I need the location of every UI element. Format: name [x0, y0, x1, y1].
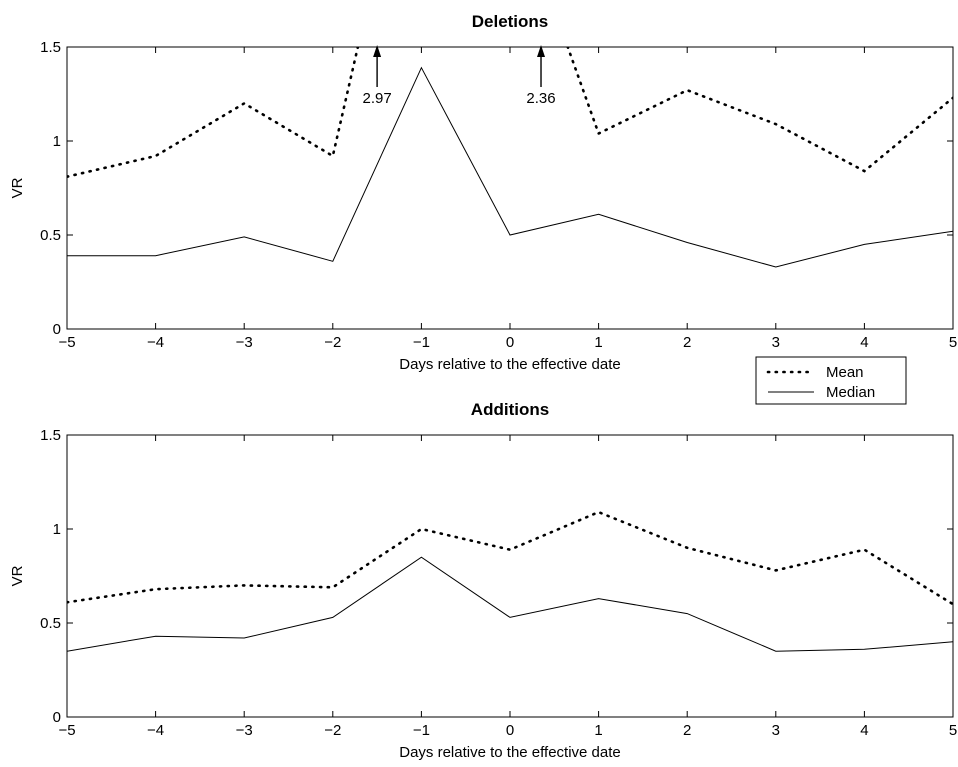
additions-x-axis-label: Days relative to the effective date	[399, 744, 621, 761]
y-tick-label: 1.5	[40, 427, 61, 444]
annotation-arrow-head	[537, 45, 546, 57]
annotation-label: 2.97	[362, 90, 391, 107]
y-tick-label: 1.5	[40, 39, 61, 56]
y-tick-label: 1	[53, 133, 61, 150]
x-tick-label: 5	[949, 722, 957, 739]
additions-panel: Additions −5 −4 −3 −2 −1 0 1 2 3 4 5 0 0.5 1 1.5 Days re…	[9, 400, 957, 761]
legend-label-mean: Mean	[826, 364, 864, 381]
x-tick-label: 1	[594, 722, 602, 739]
additions-axes-frame	[66, 434, 954, 718]
x-tick-label: −2	[324, 334, 341, 351]
additions-series-mean-line	[67, 510, 953, 606]
legend-box	[755, 356, 907, 405]
deletions-x-axis-label: Days relative to the effective date	[399, 356, 621, 373]
x-tick-label: 2	[683, 334, 691, 351]
x-tick-label: −5	[58, 722, 75, 739]
x-tick-label: 4	[860, 334, 868, 351]
y-tick-label: 0	[53, 709, 61, 726]
x-tick-label: −4	[147, 334, 164, 351]
x-tick-label: 3	[772, 334, 780, 351]
y-tick-label: 0	[53, 321, 61, 338]
x-tick-label: 5	[949, 334, 957, 351]
deletions-y-axis-label: VR	[9, 177, 26, 198]
x-tick-label: 2	[683, 722, 691, 739]
x-tick-label: 1	[594, 334, 602, 351]
deletions-series-median-line	[67, 66, 953, 268]
x-tick-label: 4	[860, 722, 868, 739]
x-tick-label: 3	[772, 722, 780, 739]
legend: Mean Median	[755, 356, 907, 405]
x-tick-label: −5	[58, 334, 75, 351]
x-tick-label: 0	[506, 722, 514, 739]
y-tick-label: 1	[53, 521, 61, 538]
y-tick-label: 0.5	[40, 615, 61, 632]
x-tick-label: −3	[236, 722, 253, 739]
additions-y-axis-label: VR	[9, 565, 26, 586]
x-tick-label: −1	[413, 722, 430, 739]
x-tick-label: −2	[324, 722, 341, 739]
deletions-title: Deletions	[472, 12, 549, 31]
annotation-label: 2.36	[526, 90, 555, 107]
additions-series-median-line	[67, 556, 953, 652]
deletions-axes-frame	[66, 46, 954, 330]
additions-title: Additions	[471, 400, 549, 419]
annotation-arrow-head	[373, 45, 382, 57]
legend-label-median: Median	[826, 384, 875, 401]
y-tick-label: 0.5	[40, 227, 61, 244]
x-tick-label: 0	[506, 334, 514, 351]
x-tick-label: −3	[236, 334, 253, 351]
deletions-panel: Deletions −5 −4 −3 −2 −1 0 1 2 3 4 5 0 0.5 1 1.5 Days re…	[9, 12, 957, 405]
x-tick-label: −4	[147, 722, 164, 739]
x-tick-label: −1	[413, 334, 430, 351]
